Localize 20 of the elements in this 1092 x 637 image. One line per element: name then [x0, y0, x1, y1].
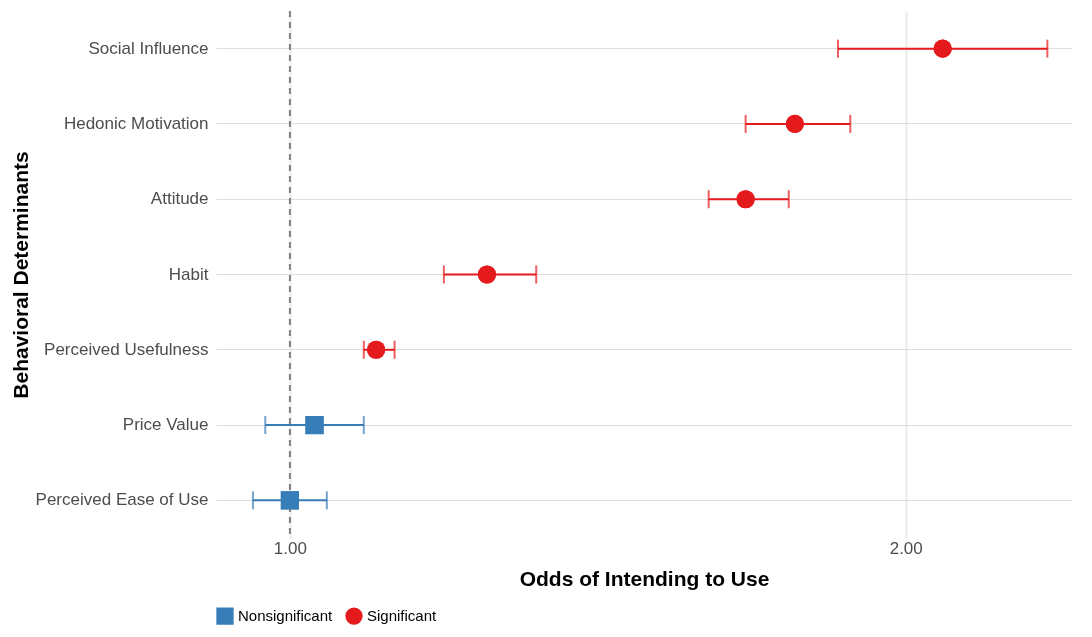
x-tick-label: 2.00: [889, 538, 923, 558]
x-tick-label: 1.00: [273, 538, 307, 558]
point: [933, 39, 952, 58]
y-tick-label: Price Value: [122, 415, 209, 435]
y-tick-label: Attitude: [150, 189, 209, 209]
y-tick-label: Hedonic Motivation: [63, 113, 209, 133]
y-axis-title: Behavioral Determinants: [8, 151, 32, 399]
point: [367, 340, 386, 359]
y-tick-label: Social Influence: [88, 38, 209, 58]
y-tick-label: Perceived Ease of Use: [35, 490, 209, 510]
x-axis-title: Odds of Intending to Use: [519, 566, 770, 590]
y-tick-label: Habit: [168, 264, 209, 284]
point: [477, 265, 497, 284]
point: [785, 114, 804, 133]
point: [305, 415, 324, 435]
legend-label: Significant: [367, 607, 438, 625]
y-tick-label: Perceived Usefulness: [44, 339, 209, 359]
point: [280, 491, 299, 510]
point: [736, 190, 755, 209]
legend-label: Nonsignificant: [238, 607, 334, 625]
